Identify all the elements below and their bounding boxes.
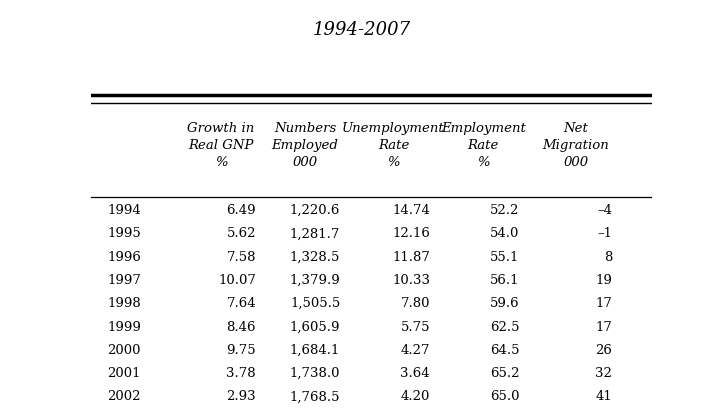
Text: 10.07: 10.07	[218, 273, 256, 286]
Text: 54.0: 54.0	[490, 227, 520, 240]
Text: 3.78: 3.78	[227, 366, 256, 379]
Text: 10.33: 10.33	[392, 273, 430, 286]
Text: 4.20: 4.20	[400, 389, 430, 402]
Text: Numbers
Employed
000: Numbers Employed 000	[272, 121, 339, 169]
Text: 65.0: 65.0	[490, 389, 520, 402]
Text: 1,220.6: 1,220.6	[290, 204, 340, 217]
Text: 65.2: 65.2	[490, 366, 520, 379]
Text: 1,768.5: 1,768.5	[290, 389, 340, 402]
Text: 7.80: 7.80	[400, 297, 430, 309]
Text: 1,328.5: 1,328.5	[290, 250, 340, 263]
Text: 8.46: 8.46	[227, 320, 256, 333]
Text: 1996: 1996	[107, 250, 141, 263]
Text: 64.5: 64.5	[490, 343, 520, 356]
Text: 9.75: 9.75	[227, 343, 256, 356]
Text: 7.64: 7.64	[227, 297, 256, 309]
Text: 2001: 2001	[107, 366, 141, 379]
Text: 5.62: 5.62	[227, 227, 256, 240]
Text: 52.2: 52.2	[490, 204, 520, 217]
Text: 6.49: 6.49	[227, 204, 256, 217]
Text: 2000: 2000	[107, 343, 141, 356]
Text: 19: 19	[595, 273, 613, 286]
Text: 26: 26	[595, 343, 613, 356]
Text: 59.6: 59.6	[490, 297, 520, 309]
Text: 1997: 1997	[107, 273, 141, 286]
Text: –1: –1	[597, 227, 613, 240]
Text: 2002: 2002	[107, 389, 141, 402]
Text: 1,379.9: 1,379.9	[290, 273, 340, 286]
Text: 1994: 1994	[107, 204, 141, 217]
Text: 55.1: 55.1	[490, 250, 520, 263]
Text: 32: 32	[595, 366, 613, 379]
Text: 56.1: 56.1	[490, 273, 520, 286]
Text: Employment
Rate
%: Employment Rate %	[441, 121, 526, 169]
Text: 8: 8	[604, 250, 613, 263]
Text: 1995: 1995	[107, 227, 141, 240]
Text: Growth in
Real GNP
%: Growth in Real GNP %	[188, 121, 255, 169]
Text: 5.75: 5.75	[400, 320, 430, 333]
Text: 11.87: 11.87	[392, 250, 430, 263]
Text: 62.5: 62.5	[490, 320, 520, 333]
Text: Net
Migration
000: Net Migration 000	[542, 121, 609, 169]
Text: 1998: 1998	[107, 297, 141, 309]
Text: 17: 17	[595, 320, 613, 333]
Text: 2.93: 2.93	[227, 389, 256, 402]
Text: –4: –4	[597, 204, 613, 217]
Text: 1,505.5: 1,505.5	[290, 297, 340, 309]
Text: 12.16: 12.16	[392, 227, 430, 240]
Text: 1999: 1999	[107, 320, 141, 333]
Text: 1,281.7: 1,281.7	[290, 227, 340, 240]
Text: 3.64: 3.64	[400, 366, 430, 379]
Text: 17: 17	[595, 297, 613, 309]
Text: 1994-2007: 1994-2007	[313, 21, 411, 38]
Text: 1,738.0: 1,738.0	[290, 366, 340, 379]
Text: 7.58: 7.58	[227, 250, 256, 263]
Text: 14.74: 14.74	[392, 204, 430, 217]
Text: 41: 41	[596, 389, 613, 402]
Text: Unemployment
Rate
%: Unemployment Rate %	[342, 121, 445, 169]
Text: 1,605.9: 1,605.9	[290, 320, 340, 333]
Text: 1,684.1: 1,684.1	[290, 343, 340, 356]
Text: 4.27: 4.27	[400, 343, 430, 356]
